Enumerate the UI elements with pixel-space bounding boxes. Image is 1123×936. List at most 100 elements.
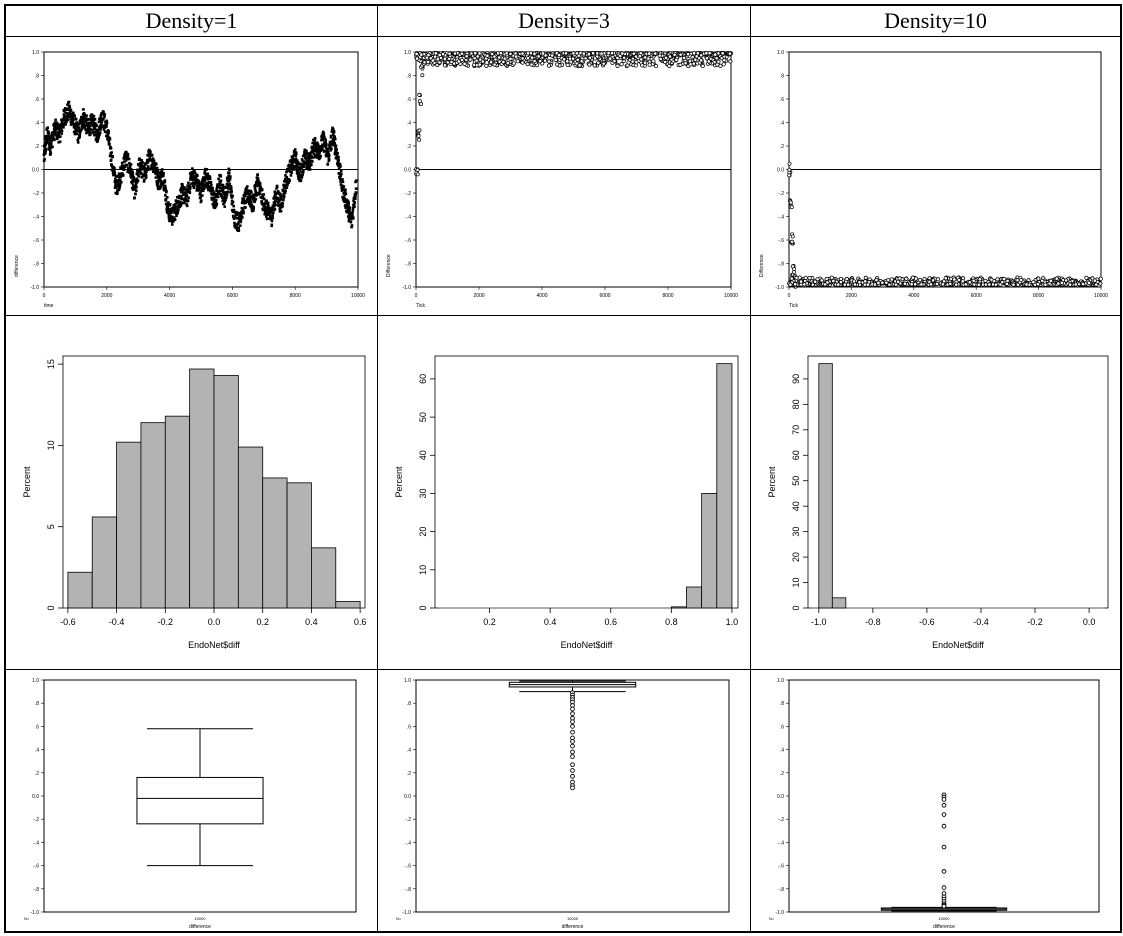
histogram-bar — [140, 422, 166, 609]
data-point — [340, 189, 344, 192]
data-point — [196, 174, 199, 177]
x-tick-label: 0 — [415, 293, 418, 299]
histogram-bar — [213, 375, 239, 609]
data-point — [200, 194, 204, 197]
data-point — [331, 133, 335, 137]
data-point — [258, 182, 262, 185]
y-tick-label: .4 — [35, 748, 39, 754]
cell-density1-timeseries: -1.0 -.8 -.6 -.4 -.2 0.0 .2 .4 .6 .8 1.0 0 2000 4000 6… — [5, 36, 378, 316]
data-point — [904, 276, 909, 281]
data-point — [138, 170, 142, 174]
y-tick-label: -.2 — [778, 191, 784, 197]
data-point — [913, 282, 918, 287]
data-point — [229, 175, 232, 178]
data-point — [105, 121, 109, 124]
data-point — [165, 203, 168, 206]
data-point — [48, 137, 51, 141]
y-tick-label: -.4 — [405, 215, 411, 221]
data-point — [794, 275, 799, 280]
data-point — [108, 137, 112, 141]
data-point — [191, 184, 195, 187]
outlier-point — [570, 749, 575, 755]
data-point — [161, 183, 165, 187]
x-tick-label: -0.4 — [109, 617, 125, 627]
y-tick-label: 80 — [791, 399, 801, 409]
data-point — [198, 192, 202, 195]
data-point — [941, 279, 947, 284]
data-point — [622, 55, 627, 60]
data-point — [514, 54, 519, 59]
y-tick-label: 70 — [791, 425, 801, 435]
data-point — [492, 62, 497, 67]
data-point — [84, 120, 88, 124]
data-point — [792, 270, 796, 275]
data-point — [316, 145, 320, 148]
data-point — [323, 136, 326, 139]
data-point — [237, 226, 240, 230]
data-point — [142, 180, 146, 183]
data-point — [330, 147, 333, 151]
data-point — [109, 145, 112, 149]
data-point — [137, 163, 141, 167]
data-point — [275, 187, 278, 190]
data-point — [241, 200, 244, 204]
data-point — [138, 157, 142, 161]
data-point — [420, 73, 425, 78]
data-point — [844, 276, 849, 282]
data-point — [484, 63, 489, 68]
data-point — [290, 158, 293, 162]
data-point — [73, 127, 77, 130]
data-point — [224, 191, 228, 194]
data-point — [935, 277, 941, 282]
data-point — [144, 174, 148, 178]
outlier-point — [570, 729, 575, 735]
data-point — [326, 147, 329, 151]
data-point — [255, 194, 258, 197]
data-point — [131, 188, 135, 192]
data-point — [55, 137, 59, 141]
data-point — [154, 176, 158, 179]
data-point — [125, 163, 129, 167]
data-point — [592, 63, 597, 68]
data-point — [54, 134, 58, 137]
data-point — [91, 118, 94, 121]
histogram-bar — [116, 441, 142, 609]
data-point — [347, 219, 351, 223]
data-point — [302, 169, 305, 173]
data-point — [802, 282, 807, 287]
data-point — [633, 54, 639, 59]
data-point — [343, 200, 347, 204]
data-point — [124, 159, 128, 162]
data-point — [219, 179, 223, 183]
data-point — [187, 181, 190, 185]
data-point — [180, 194, 183, 198]
y-tick-label: .2 — [407, 144, 411, 150]
outlier-point — [570, 768, 575, 773]
data-point — [192, 186, 196, 190]
data-point — [240, 206, 244, 210]
data-point — [199, 190, 202, 193]
data-point — [312, 149, 316, 152]
data-point — [115, 180, 118, 183]
data-point — [168, 219, 171, 223]
histogram-bar — [335, 601, 361, 609]
data-point — [630, 59, 635, 64]
data-point — [667, 63, 672, 69]
data-point — [189, 186, 192, 189]
data-point — [284, 180, 288, 184]
data-points — [42, 100, 358, 233]
data-point — [433, 51, 438, 56]
data-point — [163, 179, 167, 182]
data-point — [217, 192, 221, 196]
x-axis-label: difference — [189, 924, 211, 930]
data-point — [310, 155, 313, 158]
data-point — [342, 191, 346, 195]
data-point — [184, 196, 187, 200]
data-point — [50, 139, 53, 143]
data-point — [133, 196, 136, 200]
data-point — [314, 145, 318, 148]
data-point — [60, 129, 64, 133]
data-point — [787, 161, 792, 166]
data-point — [674, 57, 679, 62]
y-tick-label: .4 — [407, 748, 411, 754]
